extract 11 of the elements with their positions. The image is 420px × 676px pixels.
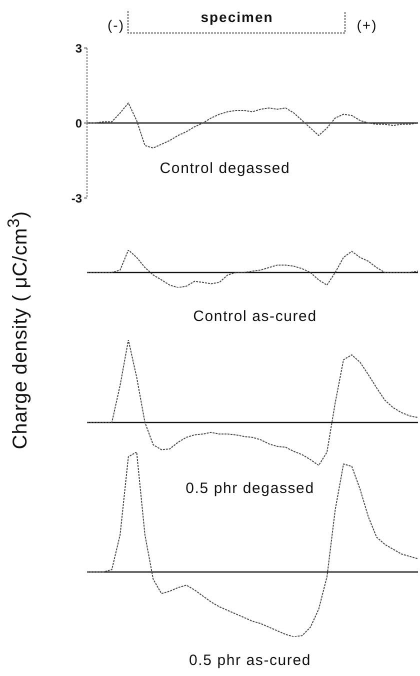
text: (-): [106, 17, 126, 33]
text: Control degassed: [158, 160, 292, 177]
y-tick-label: -3: [71, 191, 82, 206]
text: (+): [356, 17, 378, 33]
text: 0.5 phr degassed: [184, 480, 316, 497]
y-tick-label: 3: [75, 41, 82, 56]
y-tick-label: 0: [75, 116, 82, 130]
text: Control as-cured: [192, 308, 318, 325]
line-series: [86, 102, 418, 148]
text: specimen: [200, 9, 274, 25]
text: 0.5 phr as-cured: [188, 652, 312, 669]
